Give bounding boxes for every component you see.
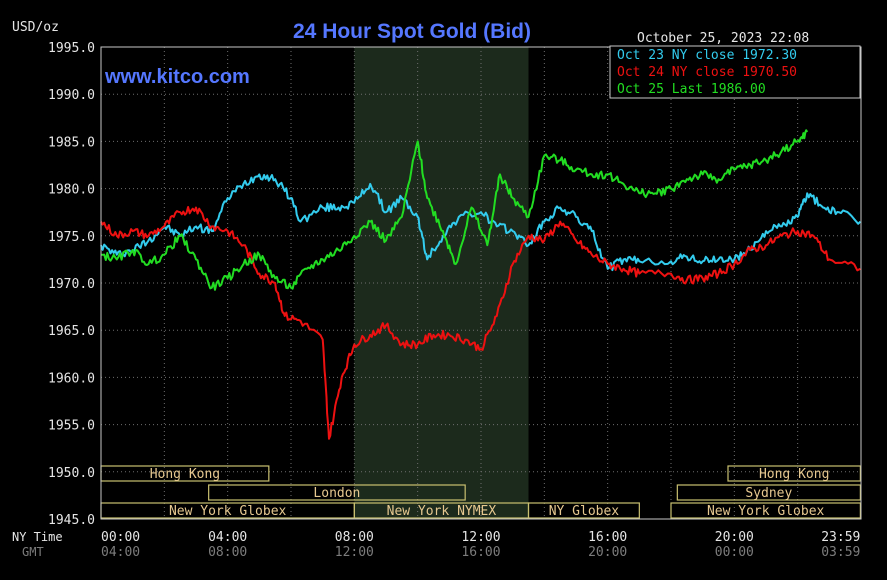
- ny-time-tick: 20:00: [715, 530, 754, 545]
- session-label: New York Globex: [707, 504, 825, 519]
- grid-lines: [101, 47, 861, 519]
- ny-time-tick: 04:00: [208, 530, 247, 545]
- session-box: [208, 484, 466, 501]
- y-tick-label: 1980.0: [48, 183, 95, 198]
- session-label: Hong Kong: [150, 467, 220, 482]
- gmt-row-label: GMT: [22, 545, 44, 559]
- plot-frame: [100, 46, 862, 520]
- gmt-time-tick: 12:00: [335, 545, 374, 560]
- ny-time-row-label: NY Time: [12, 530, 63, 544]
- market-sessions: Hong Kong Hong Kong London Sydney New York G…: [100, 465, 861, 519]
- gmt-time-tick: 03:59: [821, 545, 860, 560]
- ny-time-tick: 12:00: [461, 530, 500, 545]
- session-label: New York Globex: [169, 504, 287, 519]
- series-line-oct-24: [100, 206, 861, 440]
- ny-time-tick: 23:59: [821, 530, 860, 545]
- y-tick-label: 1950.0: [48, 466, 95, 481]
- y-tick-label: 1995.0: [48, 41, 95, 56]
- legend-item-oct24: Oct 24 NY close 1970.50: [617, 65, 797, 80]
- y-tick-label: 1985.0: [48, 135, 95, 150]
- legend-item-oct23: Oct 23 NY close 1972.30: [617, 48, 797, 63]
- series-line-oct-25: [101, 129, 809, 291]
- gmt-time-tick: 16:00: [461, 545, 500, 560]
- gmt-time-tick: 00:00: [715, 545, 754, 560]
- legend: Oct 23 NY close 1972.30 Oct 24 NY close …: [609, 45, 861, 99]
- price-series: [100, 129, 862, 440]
- y-tick-label: 1955.0: [48, 419, 95, 434]
- chart-title: 24 Hour Spot Gold (Bid): [293, 20, 531, 43]
- y-tick-label: 1960.0: [48, 371, 95, 386]
- x-axis-ticks: 00:00 04:00 08:00 12:00 16:00 20:00 23:5904:00…: [101, 530, 860, 560]
- session-label: NY Globex: [549, 504, 620, 519]
- session-label: London: [313, 486, 360, 501]
- y-tick-label: 1965.0: [48, 324, 95, 339]
- timestamp: October 25, 2023 22:08: [637, 31, 809, 46]
- watermark-text: www.kitco.com: [104, 66, 250, 88]
- y-tick-label: 1975.0: [48, 230, 95, 245]
- y-tick-label: 1945.0: [48, 513, 95, 528]
- legend-box: [609, 45, 861, 99]
- session-label: Sydney: [745, 486, 792, 501]
- y-axis-ticks: 1995.0 1990.0 1985.0 1980.0 1975.0 1970.0 1965…: [48, 41, 95, 528]
- session-box: [670, 502, 861, 519]
- session-label: Hong Kong: [759, 467, 829, 482]
- y-unit-label: USD/oz: [12, 20, 59, 35]
- legend-item-oct25: Oct 25 Last 1986.00: [617, 82, 766, 97]
- y-tick-label: 1990.0: [48, 88, 95, 103]
- gmt-time-tick: 08:00: [208, 545, 247, 560]
- gmt-time-tick: 20:00: [588, 545, 627, 560]
- y-tick-label: 1970.0: [48, 277, 95, 292]
- ny-time-tick: 16:00: [588, 530, 627, 545]
- gmt-time-tick: 04:00: [101, 545, 140, 560]
- ny-time-tick: 08:00: [335, 530, 374, 545]
- ny-time-tick: 00:00: [101, 530, 140, 545]
- session-label: New York NYMEX: [387, 504, 497, 519]
- session-box: [727, 465, 861, 482]
- session-box: [676, 484, 861, 501]
- session-box: [527, 502, 640, 519]
